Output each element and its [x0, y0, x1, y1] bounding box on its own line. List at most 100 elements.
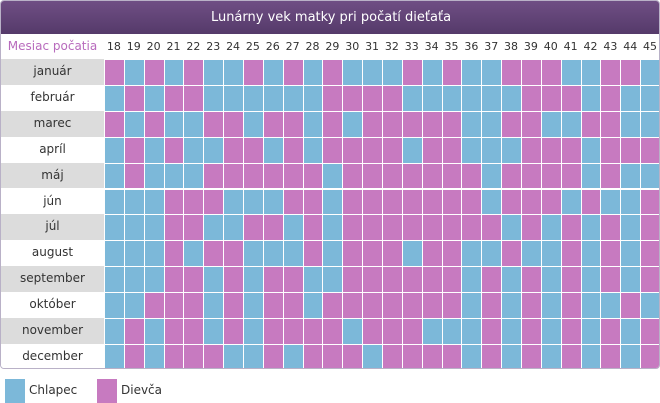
cell-chlapec — [243, 241, 263, 267]
cell-chlapec — [204, 293, 224, 318]
cell-dievca — [541, 60, 561, 85]
cell-dievca — [243, 215, 263, 241]
cell-chlapec — [462, 319, 482, 344]
cell-dievca — [482, 344, 502, 368]
cell-chlapec — [124, 267, 144, 293]
cell-dievca — [601, 137, 621, 163]
cell-dievca — [621, 60, 641, 85]
cell-chlapec — [144, 137, 164, 163]
chart-table: Lunárny vek matky pri počatí dieťaťa Mes… — [0, 0, 660, 369]
cell-dievca — [343, 163, 363, 189]
cell-chlapec — [224, 60, 243, 85]
cell-dievca — [184, 215, 204, 241]
cell-dievca — [502, 163, 521, 189]
cell-chlapec — [641, 293, 659, 318]
cell-dievca — [502, 189, 521, 215]
cell-dievca — [382, 85, 402, 111]
legend-swatch-chlapec — [5, 379, 25, 403]
cell-chlapec — [164, 163, 184, 189]
cell-dievca — [363, 293, 382, 318]
cell-dievca — [521, 85, 541, 111]
cell-dievca — [402, 60, 422, 85]
cell-dievca — [363, 137, 382, 163]
cell-chlapec — [641, 163, 659, 189]
cell-dievca — [164, 293, 184, 318]
cell-dievca — [442, 189, 462, 215]
cell-chlapec — [581, 293, 601, 318]
cell-chlapec — [303, 293, 323, 318]
cell-dievca — [382, 189, 402, 215]
cell-chlapec — [204, 60, 224, 85]
cell-dievca — [382, 319, 402, 344]
age-header: 20 — [143, 34, 164, 59]
age-header: 25 — [242, 34, 263, 59]
cell-chlapec — [521, 241, 541, 267]
cell-dievca — [641, 319, 659, 344]
cell-chlapec — [382, 60, 402, 85]
cell-chlapec — [204, 267, 224, 293]
cell-chlapec — [323, 267, 343, 293]
cell-chlapec — [641, 60, 659, 85]
cell-dievca — [164, 241, 184, 267]
cell-dievca — [283, 267, 303, 293]
cell-dievca — [323, 137, 343, 163]
cell-chlapec — [124, 241, 144, 267]
cell-chlapec — [323, 189, 343, 215]
cell-dievca — [283, 319, 303, 344]
month-label: január — [1, 59, 104, 85]
cell-chlapec — [124, 215, 144, 241]
cell-chlapec — [581, 241, 601, 267]
chart-title: Lunárny vek matky pri počatí dieťaťa — [1, 1, 659, 34]
cell-chlapec — [323, 215, 343, 241]
month-label: júl — [1, 214, 104, 241]
age-header: 21 — [163, 34, 184, 59]
age-header: 31 — [362, 34, 382, 59]
cell-dievca — [521, 189, 541, 215]
cell-chlapec — [581, 137, 601, 163]
age-header: 32 — [381, 34, 402, 59]
cell-chlapec — [204, 215, 224, 241]
cell-dievca — [363, 163, 382, 189]
cell-dievca — [263, 267, 283, 293]
age-header: 35 — [441, 34, 462, 59]
cell-dievca — [363, 85, 382, 111]
cell-chlapec — [541, 344, 561, 368]
cell-chlapec — [402, 137, 422, 163]
cell-dievca — [402, 319, 422, 344]
cell-dievca — [442, 60, 462, 85]
cell-dievca — [263, 293, 283, 318]
cell-chlapec — [601, 293, 621, 318]
month-label: november — [1, 318, 104, 344]
cell-chlapec — [105, 163, 124, 189]
cell-dievca — [601, 111, 621, 137]
cell-chlapec — [144, 85, 164, 111]
cell-dievca — [224, 137, 243, 163]
age-header: 26 — [262, 34, 283, 59]
cell-dievca — [422, 163, 442, 189]
cell-dievca — [323, 293, 343, 318]
cell-dievca — [482, 319, 502, 344]
cell-chlapec — [224, 85, 243, 111]
cell-dievca — [382, 344, 402, 368]
cell-chlapec — [502, 344, 521, 368]
cell-dievca — [561, 241, 581, 267]
cell-dievca — [521, 215, 541, 241]
cell-dievca — [561, 267, 581, 293]
cell-dievca — [462, 215, 482, 241]
month-column-header: Mesiac počatia — [7, 39, 98, 53]
cell-dievca — [184, 60, 204, 85]
cell-chlapec — [482, 241, 502, 267]
cell-chlapec — [144, 267, 164, 293]
cell-dievca — [641, 241, 659, 267]
cell-chlapec — [243, 319, 263, 344]
cell-dievca — [581, 111, 601, 137]
cell-dievca — [402, 344, 422, 368]
age-header: 43 — [600, 34, 621, 59]
cell-dievca — [144, 111, 164, 137]
cell-dievca — [204, 111, 224, 137]
cell-chlapec — [105, 85, 124, 111]
cell-dievca — [601, 215, 621, 241]
cell-chlapec — [184, 241, 204, 267]
cell-chlapec — [243, 189, 263, 215]
cell-chlapec — [243, 85, 263, 111]
